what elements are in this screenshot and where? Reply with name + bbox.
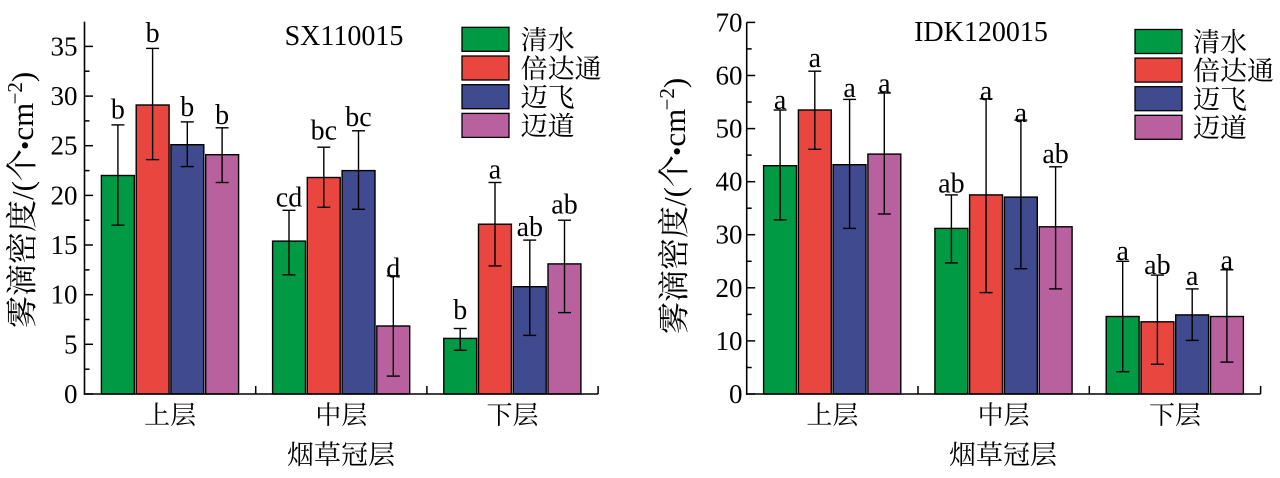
svg-text:25: 25 — [51, 131, 78, 161]
svg-text:ab: ab — [551, 190, 577, 221]
svg-text:20: 20 — [716, 273, 743, 303]
svg-text:50: 50 — [716, 114, 743, 144]
svg-text:bc: bc — [311, 116, 337, 147]
svg-text:−2: −2 — [3, 82, 27, 104]
svg-text:cm: cm — [5, 103, 40, 141]
svg-text:ab: ab — [1144, 250, 1170, 281]
svg-text:30: 30 — [716, 220, 743, 250]
svg-text:10: 10 — [51, 280, 78, 310]
svg-text:20: 20 — [51, 180, 78, 210]
svg-text:/(: /( — [657, 187, 692, 206]
svg-text:): ) — [5, 72, 40, 82]
svg-text:0: 0 — [729, 379, 743, 409]
svg-text:a: a — [809, 43, 822, 74]
svg-text:0: 0 — [64, 379, 78, 409]
svg-text:40: 40 — [716, 167, 743, 197]
svg-text:a: a — [843, 73, 856, 104]
svg-text:a: a — [489, 155, 502, 186]
svg-text:a: a — [878, 69, 891, 100]
svg-text:a: a — [1186, 261, 1199, 292]
svg-text:5: 5 — [64, 329, 78, 359]
svg-text:70: 70 — [716, 7, 743, 37]
svg-text:cd: cd — [276, 182, 302, 213]
svg-text:15: 15 — [51, 230, 78, 260]
svg-text:10: 10 — [716, 326, 743, 356]
svg-text:b: b — [215, 100, 229, 131]
svg-text:b: b — [146, 18, 160, 49]
svg-text:/(: /( — [5, 181, 40, 200]
svg-text:−2: −2 — [655, 88, 679, 110]
svg-text:ab: ab — [517, 212, 543, 243]
svg-text:a: a — [1015, 98, 1028, 129]
svg-text:ab: ab — [1042, 139, 1068, 170]
svg-text:a: a — [1221, 245, 1234, 276]
svg-text:cm: cm — [657, 109, 692, 147]
svg-text:a: a — [980, 76, 993, 107]
svg-text:30: 30 — [51, 81, 78, 111]
svg-text:ab: ab — [938, 168, 964, 199]
svg-text:35: 35 — [51, 31, 78, 61]
svg-text:SX110015: SX110015 — [285, 21, 404, 52]
svg-text:): ) — [657, 78, 692, 88]
svg-text:60: 60 — [716, 61, 743, 91]
svg-text:a: a — [774, 85, 787, 116]
svg-text:b: b — [453, 295, 467, 326]
svg-text:bc: bc — [345, 102, 371, 133]
svg-text:IDK120015: IDK120015 — [914, 17, 1048, 48]
svg-text:d: d — [386, 253, 400, 284]
svg-text:b: b — [111, 94, 125, 125]
svg-text:a: a — [1116, 236, 1129, 267]
svg-text:b: b — [180, 92, 194, 123]
